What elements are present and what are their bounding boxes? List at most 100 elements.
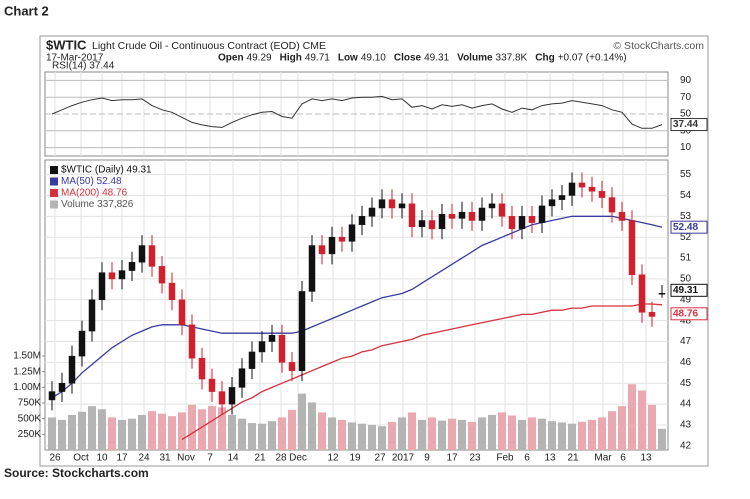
candle-body: [268, 335, 276, 342]
volume-bar: [158, 413, 166, 450]
y-tick-label: 47: [680, 336, 692, 347]
x-tick-label: 9: [424, 453, 430, 464]
candle-body: [328, 236, 336, 255]
volume-tick-label: 750K: [18, 398, 42, 409]
candle-body: [438, 213, 446, 230]
legend-label: Volume 337,826: [61, 199, 134, 210]
volume-tick-label: 1.50M: [13, 351, 41, 362]
volume-bar: [648, 404, 656, 450]
rsi-tick-label: 70: [680, 92, 692, 103]
candle-body: [98, 272, 106, 301]
volume-bar: [568, 423, 576, 450]
ma50-value-box: [670, 220, 708, 234]
candle-body: [418, 220, 426, 228]
candle-body: [278, 335, 286, 363]
volume-bar: [478, 417, 486, 450]
candle-body: [528, 216, 536, 223]
rsi-value: 37.44: [673, 119, 698, 130]
x-tick-label: 13: [544, 453, 556, 464]
quote-label: Chg: [535, 53, 554, 64]
source: Source: Stockcharts.com: [4, 466, 149, 480]
x-tick-label: 6: [620, 453, 626, 464]
candle-body: [448, 213, 456, 219]
x-tick-label: Dec: [289, 453, 307, 464]
volume-bar: [248, 423, 256, 450]
rsi-label: RSI(14) 37.44: [52, 61, 115, 72]
close-value: 49.31: [673, 285, 698, 296]
candle-body: [388, 199, 396, 209]
candle-body: [128, 261, 136, 271]
candle-body: [578, 182, 586, 188]
y-tick-label: 54: [680, 190, 692, 201]
volume-bar: [468, 421, 476, 450]
volume-tick-label: 250K: [18, 429, 42, 440]
y-tick-label: 43: [680, 420, 692, 431]
candle-body: [308, 245, 316, 292]
candle-body: [568, 182, 576, 196]
quote-label: Low: [338, 53, 358, 64]
volume-bar: [328, 417, 336, 450]
candle-body: [398, 203, 406, 209]
candle-body: [548, 199, 556, 207]
volume-bar: [318, 412, 326, 450]
rsi-tick-label: 50: [680, 109, 692, 120]
quote-value: 49.71: [305, 53, 330, 64]
candle-body: [68, 355, 76, 384]
volume-bar: [138, 414, 146, 450]
volume-bar: [518, 419, 526, 450]
volume-bar: [238, 418, 246, 450]
candle-body: [148, 245, 156, 267]
candle-body: [638, 274, 646, 313]
moving-average: [51, 215, 663, 399]
x-tick-label: Nov: [177, 453, 195, 464]
volume-bar: [538, 418, 546, 450]
x-tick-label: 12: [327, 453, 339, 464]
candle-body: [408, 203, 416, 228]
y-tick-label: 48: [680, 315, 692, 326]
volume-bar: [338, 419, 346, 450]
volume-tick-label: 1.00M: [13, 382, 41, 393]
x-tick-label: 14: [227, 453, 239, 464]
candle-body: [648, 312, 656, 317]
volume-bar: [528, 417, 536, 450]
candle-body: [88, 299, 96, 332]
ma200-value: 48.76: [673, 308, 698, 319]
candle-body: [48, 391, 56, 401]
volume-bar: [108, 417, 116, 450]
candle-body: [178, 299, 186, 326]
volume-bar: [88, 406, 96, 450]
candle-body: [338, 236, 346, 242]
candle-body: [228, 387, 236, 405]
quote-value: 49.29: [247, 53, 272, 64]
volume-bar: [228, 414, 236, 450]
volume-bar: [278, 417, 286, 450]
volume-bar: [58, 419, 66, 450]
candle-body: [428, 220, 436, 230]
legend-swatch: [50, 189, 58, 197]
volume-bar: [368, 424, 376, 450]
y-tick-label: 50: [680, 274, 692, 285]
candle-body: [218, 391, 226, 405]
candle-body: [188, 324, 196, 359]
volume-bar: [608, 411, 616, 450]
x-tick-label: 23: [469, 453, 481, 464]
x-tick-label: 26: [49, 453, 61, 464]
volume-bar: [308, 402, 316, 450]
candle-body: [488, 203, 496, 209]
credit: © StockCharts.com: [613, 40, 704, 52]
volume-bar: [148, 411, 156, 450]
x-tick-label: 21: [567, 453, 579, 464]
y-tick-label: 53: [680, 211, 692, 222]
legend-swatch: [50, 200, 58, 209]
rsi-line: [51, 95, 663, 129]
candle-body: [618, 211, 626, 221]
candle-body: [588, 186, 596, 192]
volume-bar: [98, 409, 106, 450]
candle-body: [108, 272, 116, 280]
y-tick-label: 55: [680, 169, 692, 180]
rsi-tick-label: 90: [680, 75, 692, 86]
close-value-box: [670, 283, 708, 297]
volume-bar: [658, 428, 666, 450]
volume-bar: [268, 421, 276, 450]
candle-body: [598, 191, 606, 198]
